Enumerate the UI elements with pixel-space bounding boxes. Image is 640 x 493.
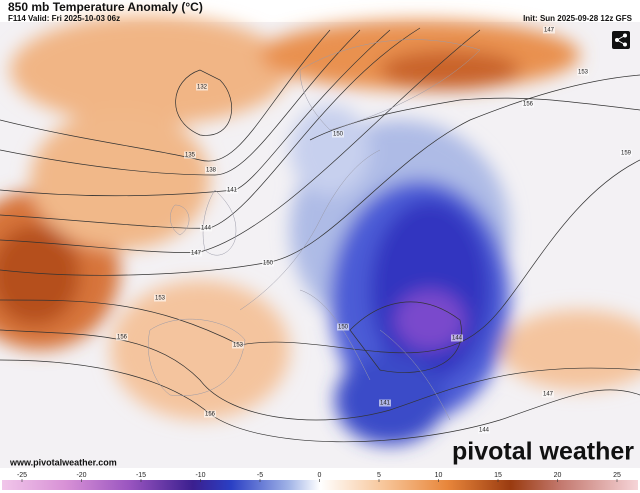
contour-label: 156 (523, 102, 534, 108)
contour-label: 153 (155, 296, 166, 302)
contour-label-bg (226, 186, 238, 194)
colorbar-tick-label: -15 (136, 472, 146, 479)
contour-label: 144 (452, 336, 463, 342)
contour-label-bg (232, 341, 244, 349)
contour-label-bg (577, 68, 589, 76)
contour-label: 150 (333, 132, 344, 138)
contour-label-bg (332, 130, 344, 138)
contour-label: 138 (206, 168, 217, 174)
map: 132 135 138 141 144 147 150 153 153 156 156 150 153 1… (0, 15, 640, 468)
contour-label-bg (379, 399, 391, 407)
colorbar (2, 480, 638, 490)
contour-labels: 132 135 138 141 144 147 150 153 153 156 156 150 153 1… (116, 26, 632, 434)
contour-label: 144 (201, 226, 212, 232)
colorbar-tick-label: 20 (554, 472, 562, 479)
contour-label: 141 (380, 401, 391, 407)
contour-label: 159 (621, 151, 632, 157)
init-time: Init: Sun 2025-09-28 12z GFS (523, 14, 633, 23)
colorbar-tick-label: -10 (195, 472, 205, 479)
contour-label-bg (200, 224, 212, 232)
colorbar-tick-label: 15 (494, 472, 502, 479)
contour-label-bg (116, 333, 128, 341)
contour-label-bg (542, 390, 554, 398)
brand: pivotal weather (452, 438, 634, 466)
contour-label-bg (205, 166, 217, 174)
contour-label: 144 (479, 428, 490, 434)
contour-label: 156 (117, 335, 128, 341)
share-button[interactable] (612, 31, 630, 49)
valid-time: F114 Valid: Fri 2025-10-03 06z (8, 14, 120, 23)
contour-label-bg (190, 249, 202, 257)
colorbar-tick-label: 10 (435, 472, 443, 479)
contour-label: 147 (543, 392, 554, 398)
colorbar-tick-label: -5 (257, 472, 263, 479)
colorbar-tick-label: 25 (613, 472, 621, 479)
colorbar-tick-label: -20 (76, 472, 86, 479)
contour-label: 132 (197, 85, 208, 91)
contour-label-bg (154, 294, 166, 302)
contour-label-bg (196, 83, 208, 91)
contour-label: 147 (544, 28, 555, 34)
contour-label: 153 (233, 343, 244, 349)
colorbar-tick-label: 0 (318, 472, 322, 479)
contour-label-bg (543, 26, 555, 34)
contour-label: 141 (227, 188, 238, 194)
contour-label-bg (522, 100, 534, 108)
contour-label: 135 (185, 153, 196, 159)
contour-label-bg (262, 259, 274, 267)
contour-label: 150 (338, 325, 349, 331)
contour-label: 147 (191, 251, 202, 257)
contour-label-bg (204, 410, 216, 418)
contour-label-bg (184, 151, 196, 159)
contours (0, 27, 640, 443)
contour-label-bg (451, 334, 463, 342)
share-icon-bg[interactable] (612, 31, 630, 49)
colorbar-label-band (0, 471, 640, 479)
colorbar-tick-label: 5 (377, 472, 381, 479)
colorbar-tick-label: -25 (17, 472, 27, 479)
colorbar-ticks: -25 -20 -15 -10 -5 0 5 10 15 20 25 (17, 472, 621, 482)
contour-label-bg (337, 323, 349, 331)
contour-label: 150 (263, 261, 274, 267)
contour-label-bg (478, 426, 490, 434)
contour-label-bg (620, 149, 632, 157)
contour-label: 153 (578, 70, 589, 76)
contour-label: 156 (205, 412, 216, 418)
website[interactable]: www.pivotalweather.com (9, 457, 117, 467)
title: 850 mb Temperature Anomaly (°C) (8, 0, 203, 14)
